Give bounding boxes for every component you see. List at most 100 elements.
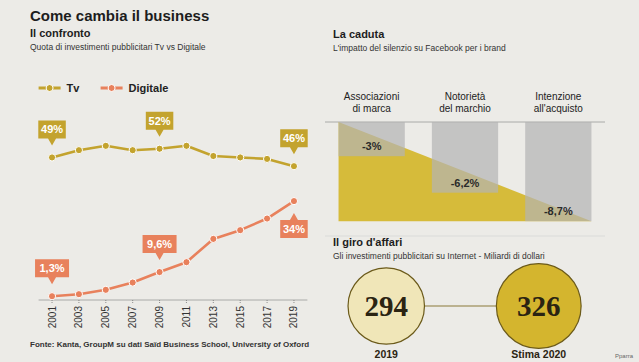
data-label: -8,7% [544, 205, 573, 217]
series-line [52, 201, 294, 296]
legend-entry: Digitale [101, 82, 169, 94]
category-label: Associazionidi marca [344, 91, 400, 114]
badge-shape [280, 213, 308, 238]
point [183, 142, 190, 149]
tick-mark [159, 300, 160, 304]
point [102, 142, 109, 149]
tick-label: 2019 [288, 306, 299, 329]
tick-mark [293, 300, 294, 304]
label-line: del marchio [439, 103, 491, 114]
label-line: Intenzione [535, 91, 582, 102]
data-badge: 52% [146, 112, 174, 137]
chart-title: La caduta [333, 28, 385, 40]
bar [339, 122, 405, 156]
bubble [496, 264, 581, 349]
legend-marker [46, 85, 53, 92]
data-label: 1,3% [40, 262, 65, 274]
point [129, 279, 136, 286]
point [263, 215, 270, 222]
chart-subtitle: L'impatto del silenzio su Facebook per i… [333, 43, 506, 53]
chart-subtitle: Gli investimenti pubblicitari su Interne… [333, 251, 545, 261]
bubble [348, 268, 424, 344]
point [237, 154, 244, 161]
legend-entry: Tv [39, 82, 81, 94]
data-label: 52% [149, 115, 171, 127]
point [48, 293, 55, 300]
plot-area [339, 122, 592, 221]
data-label: 34% [283, 223, 305, 235]
category-label: Intenzioneall'acquisto [534, 91, 584, 114]
category-label: 2019 [375, 348, 399, 360]
source: Fonte: Kanta, GroupM su dati Saïd Busine… [30, 340, 309, 349]
label-line: all'acquisto [534, 103, 584, 114]
tick-label: 2007 [127, 306, 138, 329]
tick-mark [52, 300, 53, 304]
point [75, 291, 82, 298]
badge-shape [143, 235, 177, 260]
tick-label: 2001 [47, 306, 58, 329]
data-badge: 46% [280, 129, 308, 154]
tick-label: 2009 [154, 306, 165, 329]
tick-mark [267, 300, 268, 304]
point [156, 268, 163, 275]
point [48, 154, 55, 161]
tick-label: 2005 [100, 306, 111, 329]
decline-wedge [339, 122, 592, 221]
legend-marker [108, 85, 115, 92]
category-label: Notorietàdel marchio [439, 91, 491, 114]
tick-mark [213, 300, 214, 304]
data-label: 49% [41, 123, 63, 135]
badge-shape [35, 259, 69, 284]
credit: Pparra [615, 353, 634, 359]
point [290, 163, 297, 170]
point [210, 235, 217, 242]
data-label: 294 [365, 290, 409, 322]
category-label: Stima 2020 [511, 348, 566, 360]
badge-shape [146, 112, 174, 137]
point [156, 145, 163, 152]
tick-mark [186, 300, 187, 304]
data-label: 326 [517, 290, 561, 322]
point [129, 147, 136, 154]
tick-label: 2017 [262, 306, 273, 329]
tick-mark [240, 300, 241, 304]
badge-shape [38, 120, 66, 145]
chart-title: Il giro d'affari [333, 236, 402, 248]
data-label: 46% [283, 132, 305, 144]
chart-subtitle: Quota di investimenti pubblicitari Tv vs… [30, 42, 206, 52]
point [210, 152, 217, 159]
badge-shape [280, 129, 308, 154]
label-line: Associazioni [344, 91, 400, 102]
data-badge: 1,3% [35, 259, 69, 284]
tick-label: 2011 [181, 306, 192, 328]
page-title: Come cambia il business [30, 7, 209, 24]
point [183, 259, 190, 266]
label-line: Notorietà [445, 91, 486, 102]
data-badge: 49% [38, 120, 66, 145]
data-label: -6,2% [451, 177, 480, 189]
legend-label: Tv [67, 82, 81, 94]
data-badge: 34% [280, 213, 308, 238]
chart-title: Il confronto [30, 27, 91, 39]
data-label: 9,6% [147, 238, 172, 250]
bar [525, 122, 591, 221]
point [263, 155, 270, 162]
bar [432, 122, 498, 193]
series-line [52, 146, 294, 166]
plot-area [48, 142, 297, 300]
legend-label: Digitale [129, 82, 169, 94]
tick-mark [78, 300, 79, 304]
tick-label: 2015 [235, 306, 246, 329]
tick-label: 2003 [73, 306, 84, 329]
point [102, 286, 109, 293]
point [237, 227, 244, 234]
tick-mark [105, 300, 106, 304]
data-badge: 9,6% [143, 235, 177, 260]
background [0, 0, 639, 362]
label-line: di marca [352, 103, 391, 114]
infographic: Come cambia il business Fonte: Kanta, Gro… [0, 0, 639, 362]
tick-mark [132, 300, 133, 304]
data-label: -3% [362, 140, 382, 152]
point [290, 197, 297, 204]
tick-label: 2013 [208, 306, 219, 329]
